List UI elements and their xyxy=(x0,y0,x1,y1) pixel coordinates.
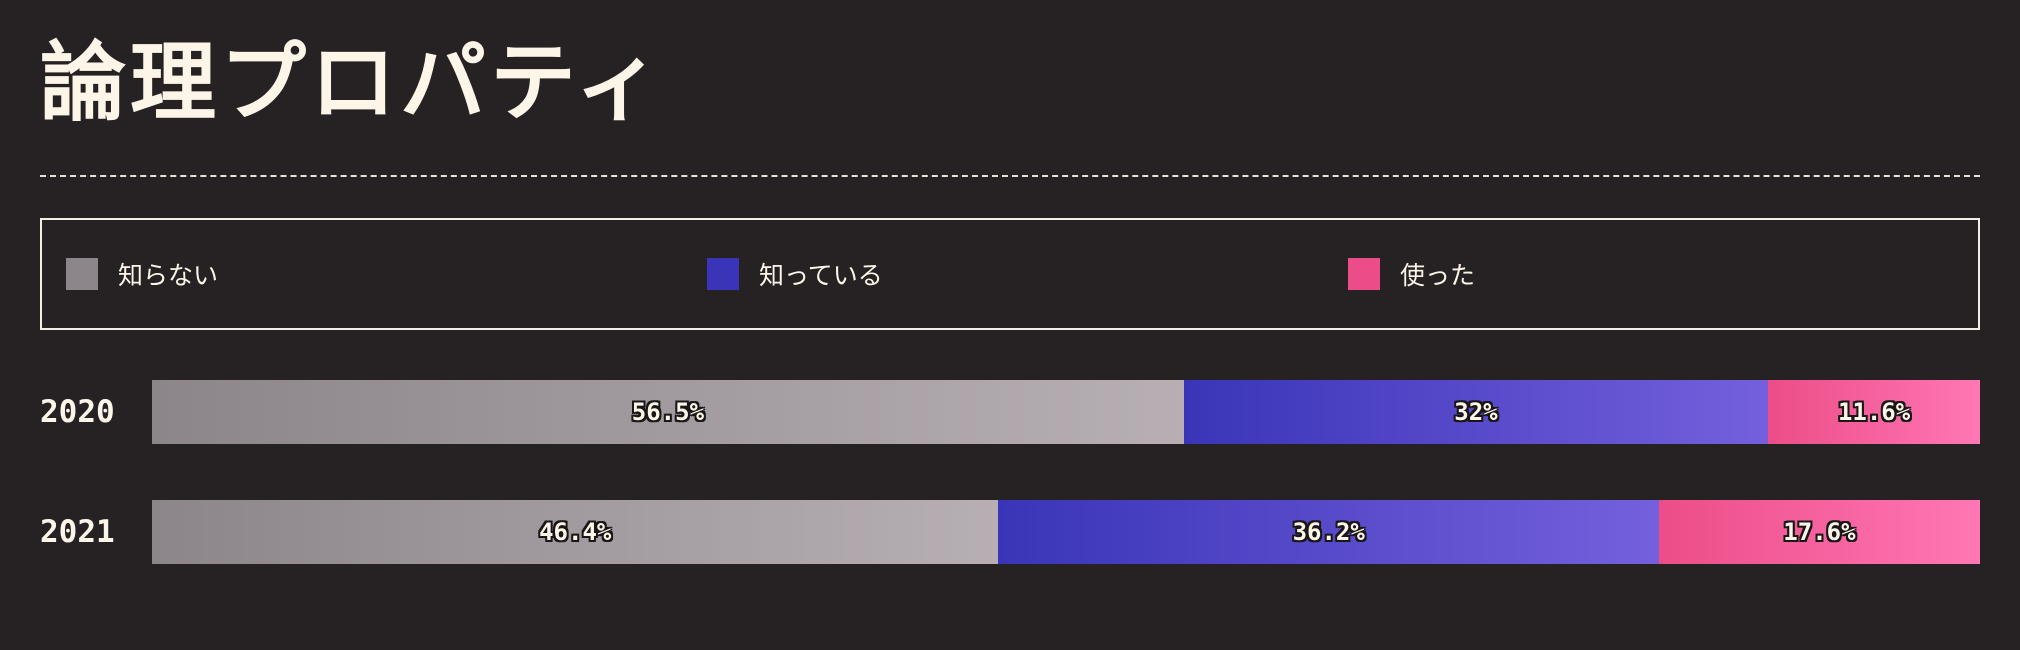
bar-2021-known: 36.2% xyxy=(998,500,1659,564)
bar-2020-known: 32% xyxy=(1183,380,1769,444)
title-divider xyxy=(40,175,1980,177)
legend-swatch-used xyxy=(1348,258,1380,290)
bar-2020-unknown: 56.5% xyxy=(152,380,1184,444)
legend-swatch-known xyxy=(707,258,739,290)
legend-label-used: 使った xyxy=(1400,261,1476,290)
page-title: 論理プロパティ xyxy=(40,33,665,133)
legend-item-unknown: 知らない xyxy=(66,256,218,292)
bar-2020-used: 11.6% xyxy=(1768,380,1980,444)
bar-row-2021: 46.4% 36.2% 17.6% xyxy=(152,500,1980,564)
bar-2021-used: 17.6% xyxy=(1658,500,1980,564)
bar-2021-unknown: 46.4% xyxy=(152,500,999,564)
legend-label-unknown: 知らない xyxy=(118,261,219,290)
legend-label-known: 知っている xyxy=(759,261,883,290)
chart-legend: 知らない 知っている 使った xyxy=(40,218,1980,330)
legend-item-used: 使った xyxy=(1348,256,1475,292)
legend-item-known: 知っている xyxy=(707,256,883,292)
row-label-2020: 2020 xyxy=(40,394,115,430)
legend-swatch-unknown xyxy=(66,258,98,290)
row-label-2021: 2021 xyxy=(40,514,115,550)
bar-row-2020: 56.5% 32% 11.6% xyxy=(152,380,1980,444)
